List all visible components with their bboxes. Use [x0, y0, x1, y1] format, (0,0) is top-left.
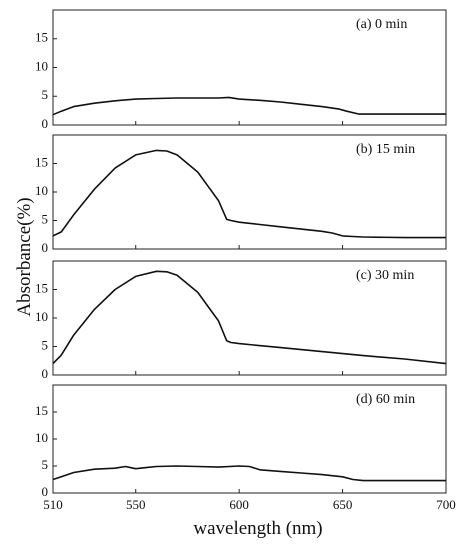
- x-tick-label: 550: [126, 497, 146, 512]
- panel-3: 0 5 10 15 (d) 60 min: [35, 384, 447, 499]
- y-tick-label: 0: [42, 366, 49, 381]
- y-tick-label: 5: [42, 211, 49, 226]
- panel-label: (d) 60 min: [356, 392, 415, 407]
- y-tick-label: 15: [35, 403, 48, 418]
- panel-2: 0 5 10 15 (c) 30 min: [35, 260, 447, 381]
- x-tick-label: 510: [43, 497, 63, 512]
- x-tick-label: 650: [333, 497, 353, 512]
- panel-label: (c) 30 min: [356, 268, 414, 283]
- y-tick-label: 5: [42, 87, 49, 102]
- y-axis-title: Absorbance(%): [14, 197, 35, 316]
- y-tick-label: 10: [35, 430, 48, 445]
- spectrum-line: [52, 270, 447, 365]
- y-tick-label: 0: [42, 484, 49, 499]
- y-tick-label: 10: [35, 58, 48, 73]
- y-tick-label: 0: [42, 116, 49, 131]
- panel-0: 0 5 10 15 (a) 0 min: [35, 9, 447, 131]
- x-axis-title: wavelength (nm): [193, 518, 322, 539]
- spectrum-line: [52, 96, 446, 116]
- y-tick-label: 15: [35, 280, 48, 295]
- spectrum-line: [52, 465, 446, 482]
- y-tick-label: 15: [35, 30, 48, 45]
- y-tick-label: 10: [35, 183, 48, 198]
- y-tick-label: 10: [35, 309, 48, 324]
- panel-label: (b) 15 min: [356, 142, 415, 157]
- y-tick-label: 5: [42, 337, 49, 352]
- spectrum-line: [52, 149, 446, 239]
- panel-1: 0 5 10 15 (b) 15 min: [35, 134, 447, 255]
- panel-label: (a) 0 min: [356, 17, 407, 32]
- x-tick-label: 700: [436, 497, 456, 512]
- y-tick-label: 0: [42, 240, 49, 255]
- x-tick-label: 600: [229, 497, 249, 512]
- y-tick-label: 5: [42, 457, 49, 472]
- y-tick-label: 15: [35, 154, 48, 169]
